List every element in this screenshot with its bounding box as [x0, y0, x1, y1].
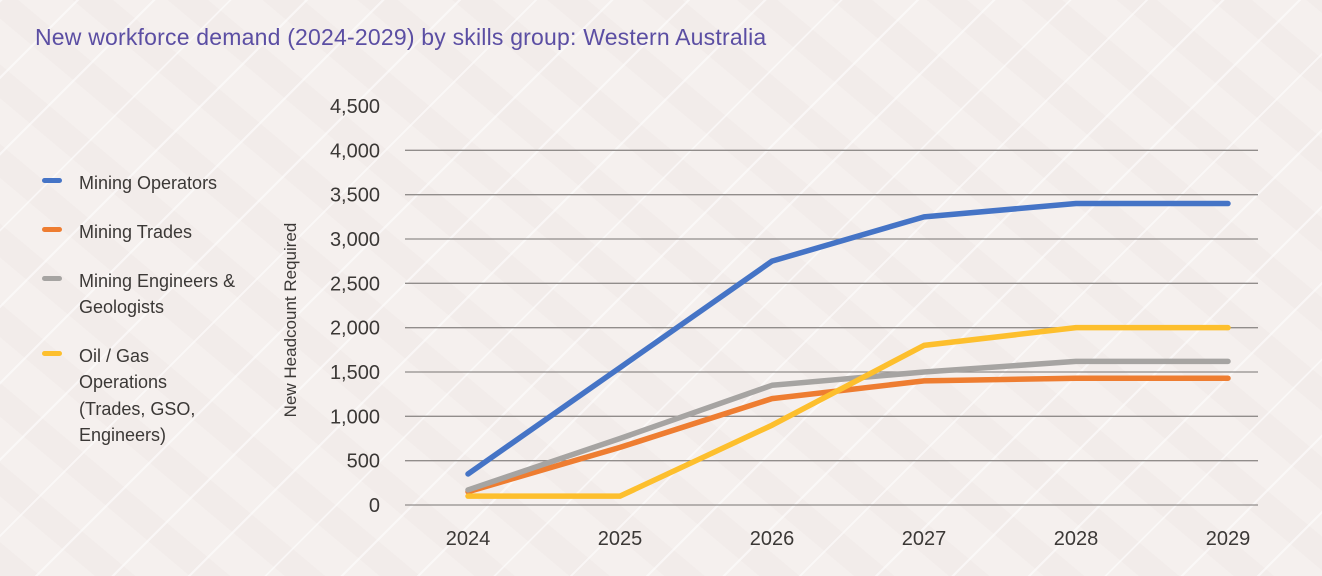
y-tick-label: 4,000 [330, 140, 380, 162]
y-tick-label: 3,500 [330, 185, 380, 207]
series-line [465, 358, 1231, 493]
x-tick-label: 2027 [902, 528, 947, 550]
y-tick-label: 0 [369, 495, 380, 517]
x-tick-label: 2024 [446, 528, 491, 550]
y-tick-label: 2,500 [330, 273, 380, 295]
legend-marker-icon [42, 351, 62, 357]
y-tick-label: 2,000 [330, 318, 380, 340]
chart-title: New workforce demand (2024-2029) by skil… [35, 24, 767, 50]
y-tick-label: 500 [347, 451, 380, 473]
legend-label: Mining Engineers & Geologists [79, 271, 236, 318]
series-line [465, 375, 1231, 495]
x-tick-label: 2025 [598, 528, 643, 550]
chart-legend: Mining Operators Mining Trades Mining En… [42, 170, 277, 448]
legend-marker-icon [42, 276, 62, 282]
y-tick-label: 4,500 [330, 96, 380, 118]
x-tick-label: 2026 [750, 528, 795, 550]
legend-item: Oil / Gas Operations (Trades, GSO, Engin… [42, 343, 277, 447]
series-line [465, 200, 1231, 477]
legend-label: Mining Operators [79, 173, 218, 193]
legend-label: Oil / Gas Operations (Trades, GSO, Engin… [79, 346, 196, 445]
legend-marker-icon [42, 227, 62, 233]
y-tick-label: 3,000 [330, 229, 380, 251]
legend-label: Mining Trades [79, 222, 193, 243]
x-tick-label: 2028 [1054, 528, 1099, 550]
legend-item: Mining Trades [42, 219, 277, 245]
legend-marker-icon [42, 178, 62, 183]
legend-item: Mining Operators [42, 170, 277, 196]
y-tick-label: 1,500 [330, 362, 380, 384]
y-tick-label: 1,000 [330, 406, 380, 428]
legend-item: Mining Engineers & Geologists [42, 268, 277, 320]
series-line [465, 324, 1231, 499]
x-tick-label: 2029 [1206, 528, 1251, 550]
